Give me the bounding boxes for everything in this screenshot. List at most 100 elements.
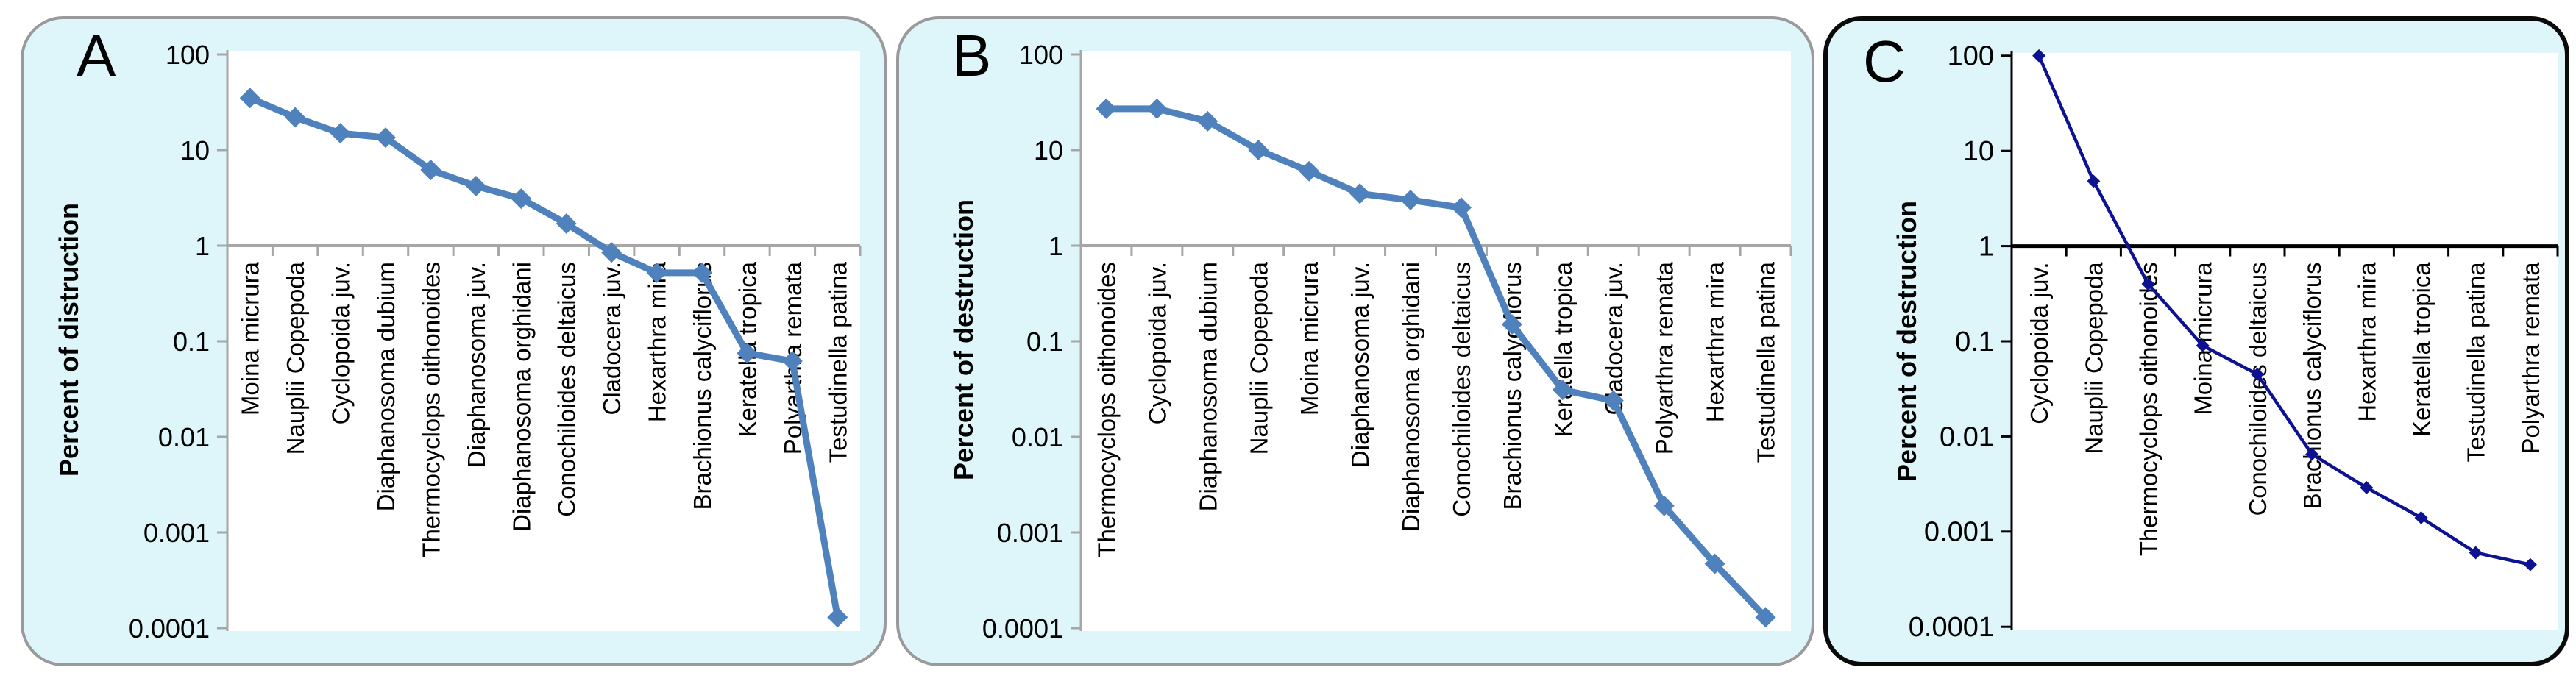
svg-text:0.1: 0.1 (1026, 327, 1063, 357)
category-label: Diaphanosoma juv. (463, 262, 490, 468)
x-axis: Cyclopoida juv. Nauplii Copepoda Thermocyc… (2010, 244, 2559, 556)
category-label: Testudinella patina (1753, 261, 1780, 463)
category-label: Cyclopoida juv. (2026, 262, 2053, 424)
svg-text:100: 100 (166, 40, 210, 70)
category-label: Polyarthra remata (2517, 262, 2544, 455)
data-point-marker (1755, 607, 1776, 628)
data-point-marker (737, 343, 758, 364)
data-point-marker (556, 213, 577, 234)
category-label: Thermocyclops oithonoides (417, 262, 444, 557)
data-point-marker (2141, 277, 2155, 291)
svg-text:0.001: 0.001 (143, 518, 210, 548)
svg-text:10: 10 (1963, 136, 1994, 167)
data-point-marker (1096, 98, 1117, 119)
x-axis: Thermocyclops oithonoides Cyclopoida juv.… (1079, 244, 1792, 557)
data-point-marker (1349, 183, 1371, 204)
svg-text:0.1: 0.1 (1955, 327, 1994, 357)
data-point-marker (2469, 546, 2483, 560)
category-label: Diaphanosoma juv. (1346, 262, 1374, 468)
data-point-marker (827, 607, 848, 628)
category-label: Testudinella patina (824, 261, 851, 463)
svg-text:1: 1 (1049, 231, 1063, 261)
svg-text:0.01: 0.01 (1012, 422, 1063, 452)
category-label: Nauplii Copepoda (2080, 262, 2107, 455)
data-point-marker (1400, 190, 1421, 210)
category-label: Hexarthra mira (1702, 261, 1729, 422)
category-label: Hexarthra mira (2353, 262, 2380, 422)
svg-text:100: 100 (1019, 40, 1063, 70)
data-point-marker (465, 176, 486, 196)
category-label: Diaphanosoma orghidani (508, 262, 535, 532)
svg-text:0.0001: 0.0001 (982, 613, 1063, 644)
data-point-marker (781, 351, 803, 371)
category-label: Cyclopoida juv. (327, 262, 355, 424)
data-point-marker (2087, 174, 2101, 188)
data-point-marker (2360, 481, 2374, 494)
panel-C-letter: C (1863, 29, 1906, 94)
data-point-marker (285, 107, 306, 128)
category-label: Conochiloides deltaicus (553, 262, 581, 517)
data-point-marker (2523, 557, 2537, 571)
category-label: Keratella tropica (1550, 261, 1577, 437)
svg-text:0.01: 0.01 (1940, 421, 1994, 452)
data-point-marker (1653, 495, 1675, 516)
chart-svg-B: 100 10 1 0.1 0.01 0.001 0.0001 Thermocyclops oi… (982, 40, 1792, 644)
svg-text:0.01: 0.01 (158, 422, 210, 452)
data-point-marker (2305, 447, 2319, 461)
data-point-marker (375, 127, 396, 149)
panel-A-chart: 100 10 1 0.1 0.01 0.001 0.0001 Moina micrura Nau… (24, 19, 884, 663)
category-label: Conochiloides deltaicus (1448, 262, 1475, 517)
data-point-marker (646, 262, 667, 283)
svg-text:0.0001: 0.0001 (1909, 612, 1994, 643)
data-point-marker (1146, 98, 1168, 119)
svg-text:100: 100 (1948, 41, 1994, 72)
data-point-marker (330, 123, 351, 144)
svg-text:0.001: 0.001 (997, 518, 1063, 548)
data-point-marker (2196, 338, 2210, 352)
chart-svg-C: 100 10 1 0.1 0.01 0.001 0.0001 Cyclopoida juv. N… (1909, 41, 2559, 643)
svg-text:1: 1 (195, 231, 210, 261)
data-point-marker (420, 160, 441, 180)
category-label: Nauplii Copepoda (282, 261, 309, 455)
series-line (239, 88, 848, 628)
category-label: Thermocyclops oithonoides (1093, 262, 1120, 557)
category-label: Hexarthra mira (644, 261, 671, 422)
category-label: Diaphanosoma dubium (1194, 262, 1221, 511)
category-label: Moina micrura (1296, 261, 1323, 416)
category-label: Moina micrura (2190, 262, 2217, 416)
svg-text:0.1: 0.1 (173, 327, 210, 357)
category-label: Polyarthra remata (1651, 261, 1678, 455)
category-label: Brachionus calyciflorus (689, 262, 716, 510)
data-point-marker (2032, 49, 2046, 63)
chart-svg-A: 100 10 1 0.1 0.01 0.001 0.0001 Moina micrura Nau… (129, 40, 862, 644)
category-label: Cladocera juv. (1600, 262, 1628, 416)
plot-area (1081, 51, 1791, 631)
panel-A: 100 10 1 0.1 0.01 0.001 0.0001 Moina micrura Nau… (21, 16, 887, 666)
data-point-marker (1299, 160, 1320, 182)
data-point-marker (1704, 553, 1725, 574)
data-point-marker (1501, 314, 1522, 335)
panel-C-y-axis-title: Percent of destruction (1892, 200, 1922, 482)
panel-C: 100 10 1 0.1 0.01 0.001 0.0001 Cyclopoida juv. N… (1823, 16, 2569, 666)
panel-B: 100 10 1 0.1 0.01 0.001 0.0001 Thermocyclops oi… (896, 16, 1814, 666)
category-label: Cladocera juv. (598, 262, 625, 416)
svg-text:10: 10 (180, 135, 210, 165)
category-label: Moina micrura (237, 261, 264, 416)
svg-text:10: 10 (1034, 135, 1063, 165)
panel-B-letter: B (952, 23, 992, 88)
data-point-marker (601, 242, 622, 263)
category-label: Thermocyclops oithonoides (2135, 262, 2162, 556)
category-label: Cyclopoida juv. (1143, 262, 1171, 424)
data-point-marker (1451, 197, 1472, 218)
y-axis: 100 10 1 0.1 0.01 0.001 0.0001 (982, 40, 1082, 644)
data-point-marker (1603, 390, 1624, 411)
plot-area (227, 51, 860, 631)
svg-text:0.001: 0.001 (1924, 517, 1994, 548)
category-label: Nauplii Copepoda (1245, 261, 1272, 455)
panel-B-y-axis-title: Percent of destruction (948, 199, 979, 481)
data-point-marker (511, 188, 532, 210)
panel-A-letter: A (77, 23, 116, 88)
data-point-marker (1552, 380, 1573, 401)
svg-text:0.0001: 0.0001 (129, 613, 210, 644)
panel-A-y-axis-title: Percent of distruction (54, 202, 84, 477)
